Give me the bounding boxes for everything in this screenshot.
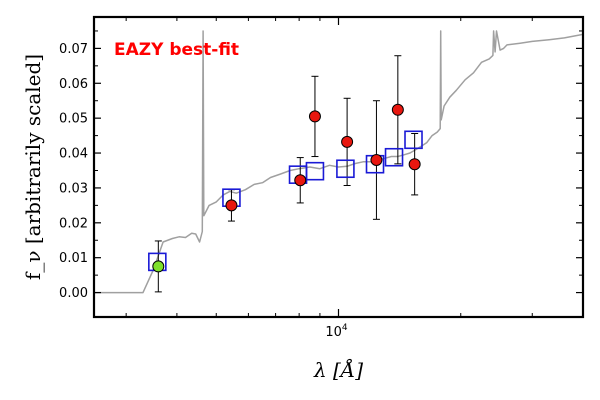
model-photometry-layer: [148, 130, 423, 272]
y-tick-label-7: 0.07: [59, 42, 88, 57]
observed-photometry-layer: [152, 103, 421, 273]
y-tick-label-0: 0.00: [59, 286, 88, 301]
model-square-7: [404, 130, 423, 150]
model-square-6: [384, 147, 404, 167]
y-tick-label-6: 0.06: [59, 77, 88, 92]
model-square-4: [336, 159, 355, 179]
y-tick-label-2: 0.02: [59, 216, 88, 231]
observed-point-4: [341, 135, 354, 148]
y-tick-label-3: 0.03: [59, 181, 88, 196]
y-axis-label: f_ν [arbitrarily scaled]: [21, 54, 45, 280]
observed-point-2: [294, 174, 307, 187]
annotation-eazy: EAZY best-fit: [114, 40, 239, 60]
template-sed-line: [94, 30, 583, 294]
model-square-3: [305, 161, 325, 181]
y-tick-label-5: 0.05: [59, 112, 88, 127]
x-tick-label-exponent-0: 4: [342, 323, 348, 333]
y-tick-label-1: 0.01: [59, 251, 88, 266]
observed-point-7: [408, 158, 421, 171]
observed-point-6: [391, 103, 404, 116]
observed-point-1: [225, 199, 238, 212]
observed-point-5: [370, 154, 383, 167]
y-tick-label-4: 0.04: [59, 147, 88, 162]
error-bars-layer: [154, 55, 419, 293]
plot-frame: [92, 15, 585, 319]
x-axis-label: λ [Å]: [313, 357, 363, 382]
template-sed-layer: [94, 30, 583, 294]
ticks-layer: 0.00 0.01 0.02 0.03 0.04 0.05 0.06 0.07 104: [59, 17, 583, 340]
x-tick-label-0: 104: [325, 323, 348, 340]
observed-point-3: [308, 110, 321, 123]
observed-point-0: [152, 260, 165, 273]
